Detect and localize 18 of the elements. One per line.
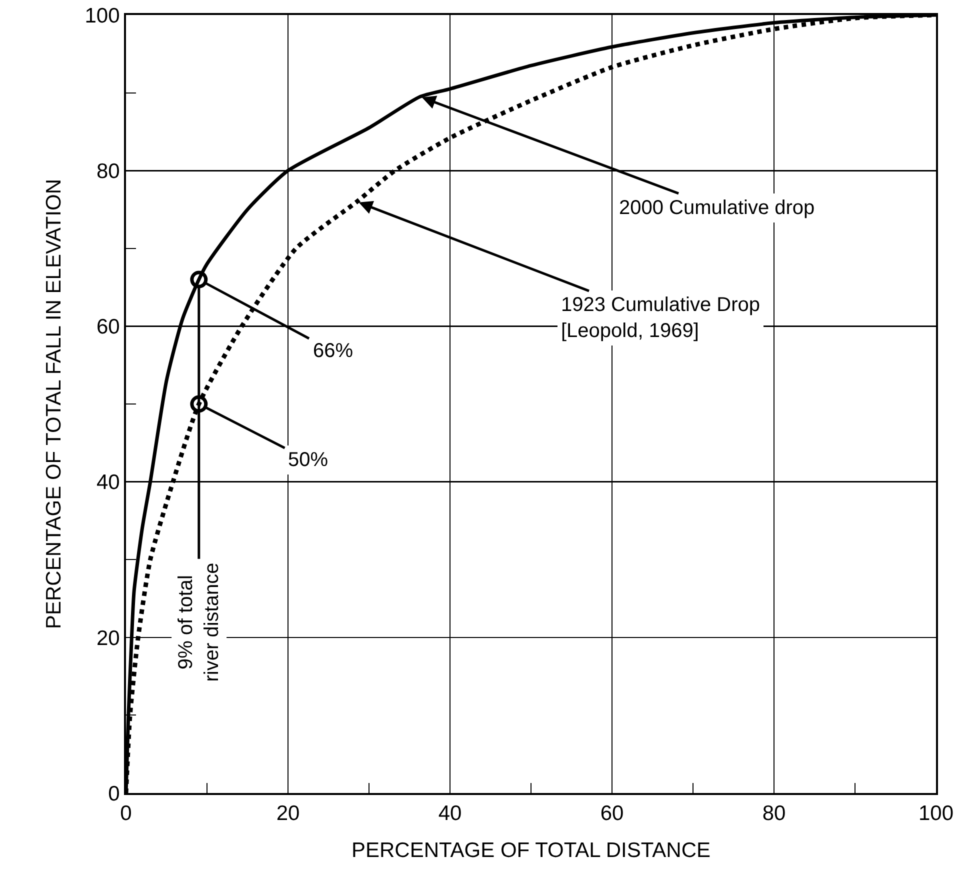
y-tick-label: 40 (96, 471, 120, 494)
annotation: 2000 Cumulative drop (619, 197, 815, 219)
annotation: 9% of total river distance (175, 562, 224, 682)
x-tick-label: 100 (918, 802, 954, 826)
x-axis-title: PERCENTAGE OF TOTAL DISTANCE (352, 838, 710, 862)
annotation: 1923 Cumulative Drop [Leopold, 1969] (561, 294, 760, 342)
y-tick-label: 80 (96, 160, 120, 183)
y-tick-label: 100 (84, 4, 120, 28)
y-tick-label: 60 (96, 316, 120, 339)
x-tick-label: 40 (438, 802, 462, 826)
x-tick-label: 80 (762, 802, 786, 826)
y-tick-label: 0 (108, 782, 120, 806)
x-tick-label: 20 (276, 802, 300, 826)
x-tick-label: 60 (600, 802, 624, 826)
annotation: 66% (313, 340, 354, 362)
annotation: 50% (288, 449, 328, 471)
y-tick-label: 20 (96, 626, 120, 650)
y-axis-title: PERCENTAGE OF TOTAL FALL IN ELEVATION (42, 178, 66, 630)
